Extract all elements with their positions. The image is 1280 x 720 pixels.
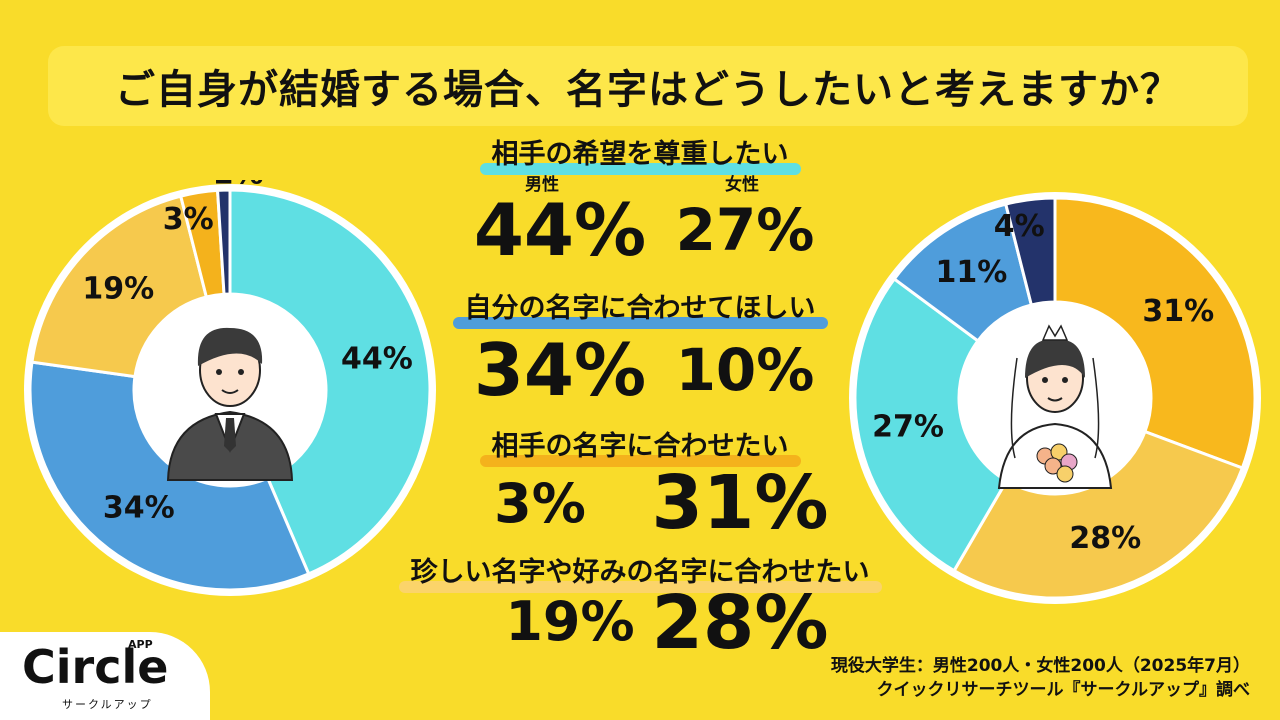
slice-label: 19% — [82, 271, 154, 306]
businessman-illustration — [166, 327, 294, 481]
slice-label: 3% — [163, 202, 214, 237]
male-value: 34% — [473, 328, 647, 412]
category-2: 自分の名字に合わせてほしい — [380, 286, 900, 329]
male-donut-chart: 44% 34% 19% 3% 1% — [24, 180, 436, 596]
category-1: 相手の希望を尊重したい — [380, 132, 900, 175]
female-donut-chart: 31% 28% 27% 11% 4% — [849, 192, 1261, 604]
donut-slice — [30, 194, 209, 379]
source-note: 現役大学生：男性200人・女性200人（2025年7月） クイックリサーチツール… — [831, 654, 1250, 702]
title-banner: ご自身が結婚する場合、名字はどうしたいと考えますか？ — [48, 46, 1248, 126]
category-label: 相手の名字に合わせたい — [491, 431, 789, 462]
male-header: 男性 — [525, 175, 559, 195]
page-title: ご自身が結婚する場合、名字はどうしたいと考えますか？ — [115, 67, 1181, 113]
category-3: 相手の名字に合わせたい — [380, 424, 900, 467]
category-label: 相手の希望を尊重したい — [491, 139, 789, 170]
donut-slice — [1003, 196, 1057, 307]
slice-label: 31% — [1142, 294, 1214, 329]
source-line-1: 現役大学生：男性200人・女性200人（2025年7月） — [830, 656, 1250, 676]
slice-label: 28% — [1069, 521, 1141, 556]
circle-app-logo: Circle APP サークルアップ — [0, 632, 210, 720]
highlight-stroke — [479, 455, 801, 467]
male-value: 44% — [473, 188, 647, 272]
highlight-stroke — [479, 163, 801, 175]
logo-app-tag: APP — [128, 638, 153, 651]
highlight-stroke — [398, 581, 882, 593]
donut-slice — [853, 276, 1009, 573]
male-value: 3% — [494, 472, 586, 535]
slice-label: 44% — [341, 341, 413, 376]
highlight-stroke — [452, 317, 828, 329]
category-4: 珍しい名字や好みの名字に合わせたい — [380, 550, 900, 593]
female-value: 31% — [651, 460, 829, 546]
logo-kana: サークルアップ — [62, 698, 153, 711]
donut-slice — [215, 188, 232, 296]
female-value: 10% — [675, 336, 815, 404]
slice-label: 11% — [936, 255, 1008, 290]
female-value: 28% — [651, 580, 829, 666]
female-header: 女性 — [725, 175, 759, 195]
slice-label: 27% — [872, 410, 944, 445]
slice-label: 1% — [213, 180, 264, 192]
logo-wordmark: Circle — [22, 640, 169, 694]
category-label: 珍しい名字や好みの名字に合わせたい — [410, 557, 870, 588]
donut-slice — [1053, 196, 1257, 470]
slice-label: 34% — [103, 491, 175, 526]
bride-illustration — [997, 324, 1113, 489]
slice-label: 4% — [994, 209, 1045, 244]
category-label: 自分の名字に合わせてほしい — [464, 293, 816, 324]
source-line-2: クイックリサーチツール『サークルアップ』調べ — [876, 680, 1251, 700]
comparison-panel: 相手の希望を尊重したい 男性 女性 44% 27% 自分の名字に合わせてほしい … — [380, 130, 900, 666]
male-value: 19% — [505, 590, 635, 653]
female-value: 27% — [675, 196, 815, 264]
